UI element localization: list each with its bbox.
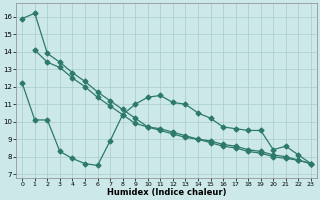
X-axis label: Humidex (Indice chaleur): Humidex (Indice chaleur): [107, 188, 226, 197]
